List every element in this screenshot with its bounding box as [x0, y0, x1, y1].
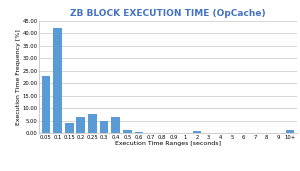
X-axis label: Execution Time Ranges [seconds]: Execution Time Ranges [seconds] — [115, 141, 221, 146]
Title: ZB BLOCK EXECUTION TIME (OpCache): ZB BLOCK EXECUTION TIME (OpCache) — [70, 9, 266, 18]
Bar — [53, 28, 62, 133]
Bar — [111, 117, 120, 133]
Bar — [135, 132, 143, 133]
Bar — [88, 114, 97, 133]
Bar — [42, 76, 50, 133]
Bar — [193, 131, 201, 133]
Bar — [286, 130, 294, 133]
Bar — [123, 130, 132, 133]
Bar — [100, 121, 108, 133]
Y-axis label: Execution Time Frequency [%]: Execution Time Frequency [%] — [16, 29, 21, 125]
Bar — [65, 123, 74, 133]
Bar — [76, 117, 85, 133]
